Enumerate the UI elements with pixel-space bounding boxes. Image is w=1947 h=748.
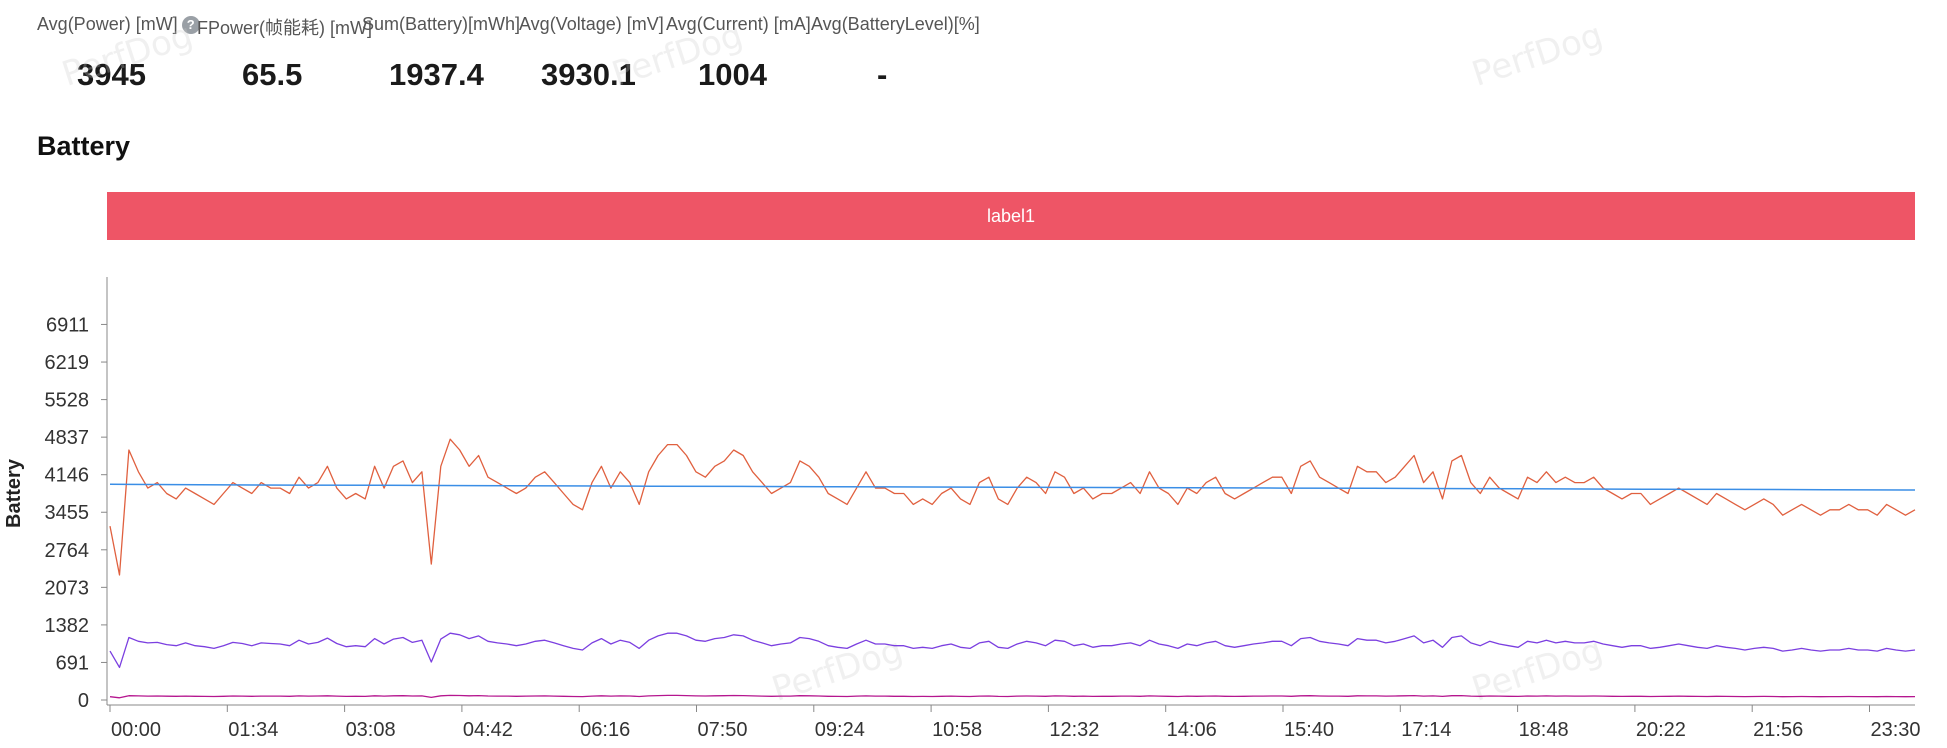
x-tick-label: 23:30 bbox=[1870, 719, 1920, 741]
stat-value: - bbox=[877, 57, 888, 92]
stat-avg-battery-level: Avg(BatteryLevel)[%] - bbox=[811, 14, 980, 92]
y-tick-label: 4146 bbox=[45, 465, 90, 487]
series-line-2 bbox=[109, 694, 1916, 699]
stat-avg-power: Avg(Power) [mW]? 3945 bbox=[37, 14, 200, 92]
y-tick-label: 2073 bbox=[45, 577, 90, 599]
y-axis-label: Battery bbox=[3, 458, 25, 528]
x-tick-label: 04:42 bbox=[463, 719, 513, 741]
x-tick-label: 01:34 bbox=[228, 719, 278, 741]
stat-avg-voltage: Avg(Voltage) [mV] 3930.1 bbox=[519, 14, 664, 92]
label-bar[interactable]: label1 bbox=[107, 192, 1915, 240]
y-tick-label: 6219 bbox=[45, 352, 90, 374]
x-tick-label: 21:56 bbox=[1753, 719, 1803, 741]
x-tick-label: 10:58 bbox=[932, 719, 982, 741]
stat-fpower: FPower(帧能耗) [mW] 65.5 bbox=[197, 14, 372, 92]
stats-panel: Avg(Power) [mW]? 3945 FPower(帧能耗) [mW] 6… bbox=[0, 0, 1947, 110]
series-line-1 bbox=[109, 632, 1916, 669]
stat-label: FPower(帧能耗) [mW] bbox=[197, 18, 372, 38]
y-tick-label: 4837 bbox=[45, 427, 90, 449]
y-tick-label: 691 bbox=[56, 652, 89, 674]
series-line-0 bbox=[109, 438, 1916, 576]
y-tick-label: 5528 bbox=[45, 390, 90, 412]
section-title: Battery bbox=[37, 131, 131, 161]
x-tick-label: 15:40 bbox=[1284, 719, 1334, 741]
x-tick-label: 07:50 bbox=[697, 719, 747, 741]
battery-chart[interactable]: 0 691 1382 2073 2764 3455 4146 4837 5528 6219 6911… bbox=[0, 265, 1947, 748]
x-tick-label: 06:16 bbox=[580, 719, 630, 741]
stat-value: 1004 bbox=[698, 57, 767, 92]
x-tick-label: 12:32 bbox=[1049, 719, 1099, 741]
stat-value: 3930.1 bbox=[541, 57, 636, 92]
stat-label: Avg(Current) [mA] bbox=[666, 14, 811, 34]
x-tick-label: 18:48 bbox=[1519, 719, 1569, 741]
x-tick-label: 03:08 bbox=[346, 719, 396, 741]
x-tick-label: 09:24 bbox=[815, 719, 865, 741]
stat-avg-current: Avg(Current) [mA] 1004 bbox=[666, 14, 811, 92]
x-tick-label: 20:22 bbox=[1636, 719, 1686, 741]
stat-value: 3945 bbox=[77, 57, 146, 92]
x-tick-label: 17:14 bbox=[1401, 719, 1451, 741]
stat-label: Avg(BatteryLevel)[%] bbox=[811, 14, 980, 34]
x-tick-label: 14:06 bbox=[1167, 719, 1217, 741]
y-tick-label: 0 bbox=[78, 690, 89, 712]
y-tick-label: 2764 bbox=[45, 540, 90, 562]
y-tick-label: 6911 bbox=[46, 314, 89, 336]
y-tick-label: 1382 bbox=[45, 615, 90, 637]
x-tick-label: 00:00 bbox=[111, 719, 161, 741]
stat-label: Sum(Battery)[mWh] bbox=[362, 14, 521, 34]
stat-value: 1937.4 bbox=[389, 57, 484, 92]
stat-sum-battery: Sum(Battery)[mWh] 1937.4 bbox=[362, 14, 521, 92]
question-mark-icon[interactable]: ? bbox=[181, 15, 200, 34]
y-tick-label: 3455 bbox=[45, 502, 90, 524]
stat-label: Avg(Power) [mW] bbox=[37, 14, 178, 34]
series-line-3 bbox=[109, 483, 1916, 491]
stat-value: 65.5 bbox=[242, 57, 303, 92]
stat-label: Avg(Voltage) [mV] bbox=[519, 14, 664, 34]
